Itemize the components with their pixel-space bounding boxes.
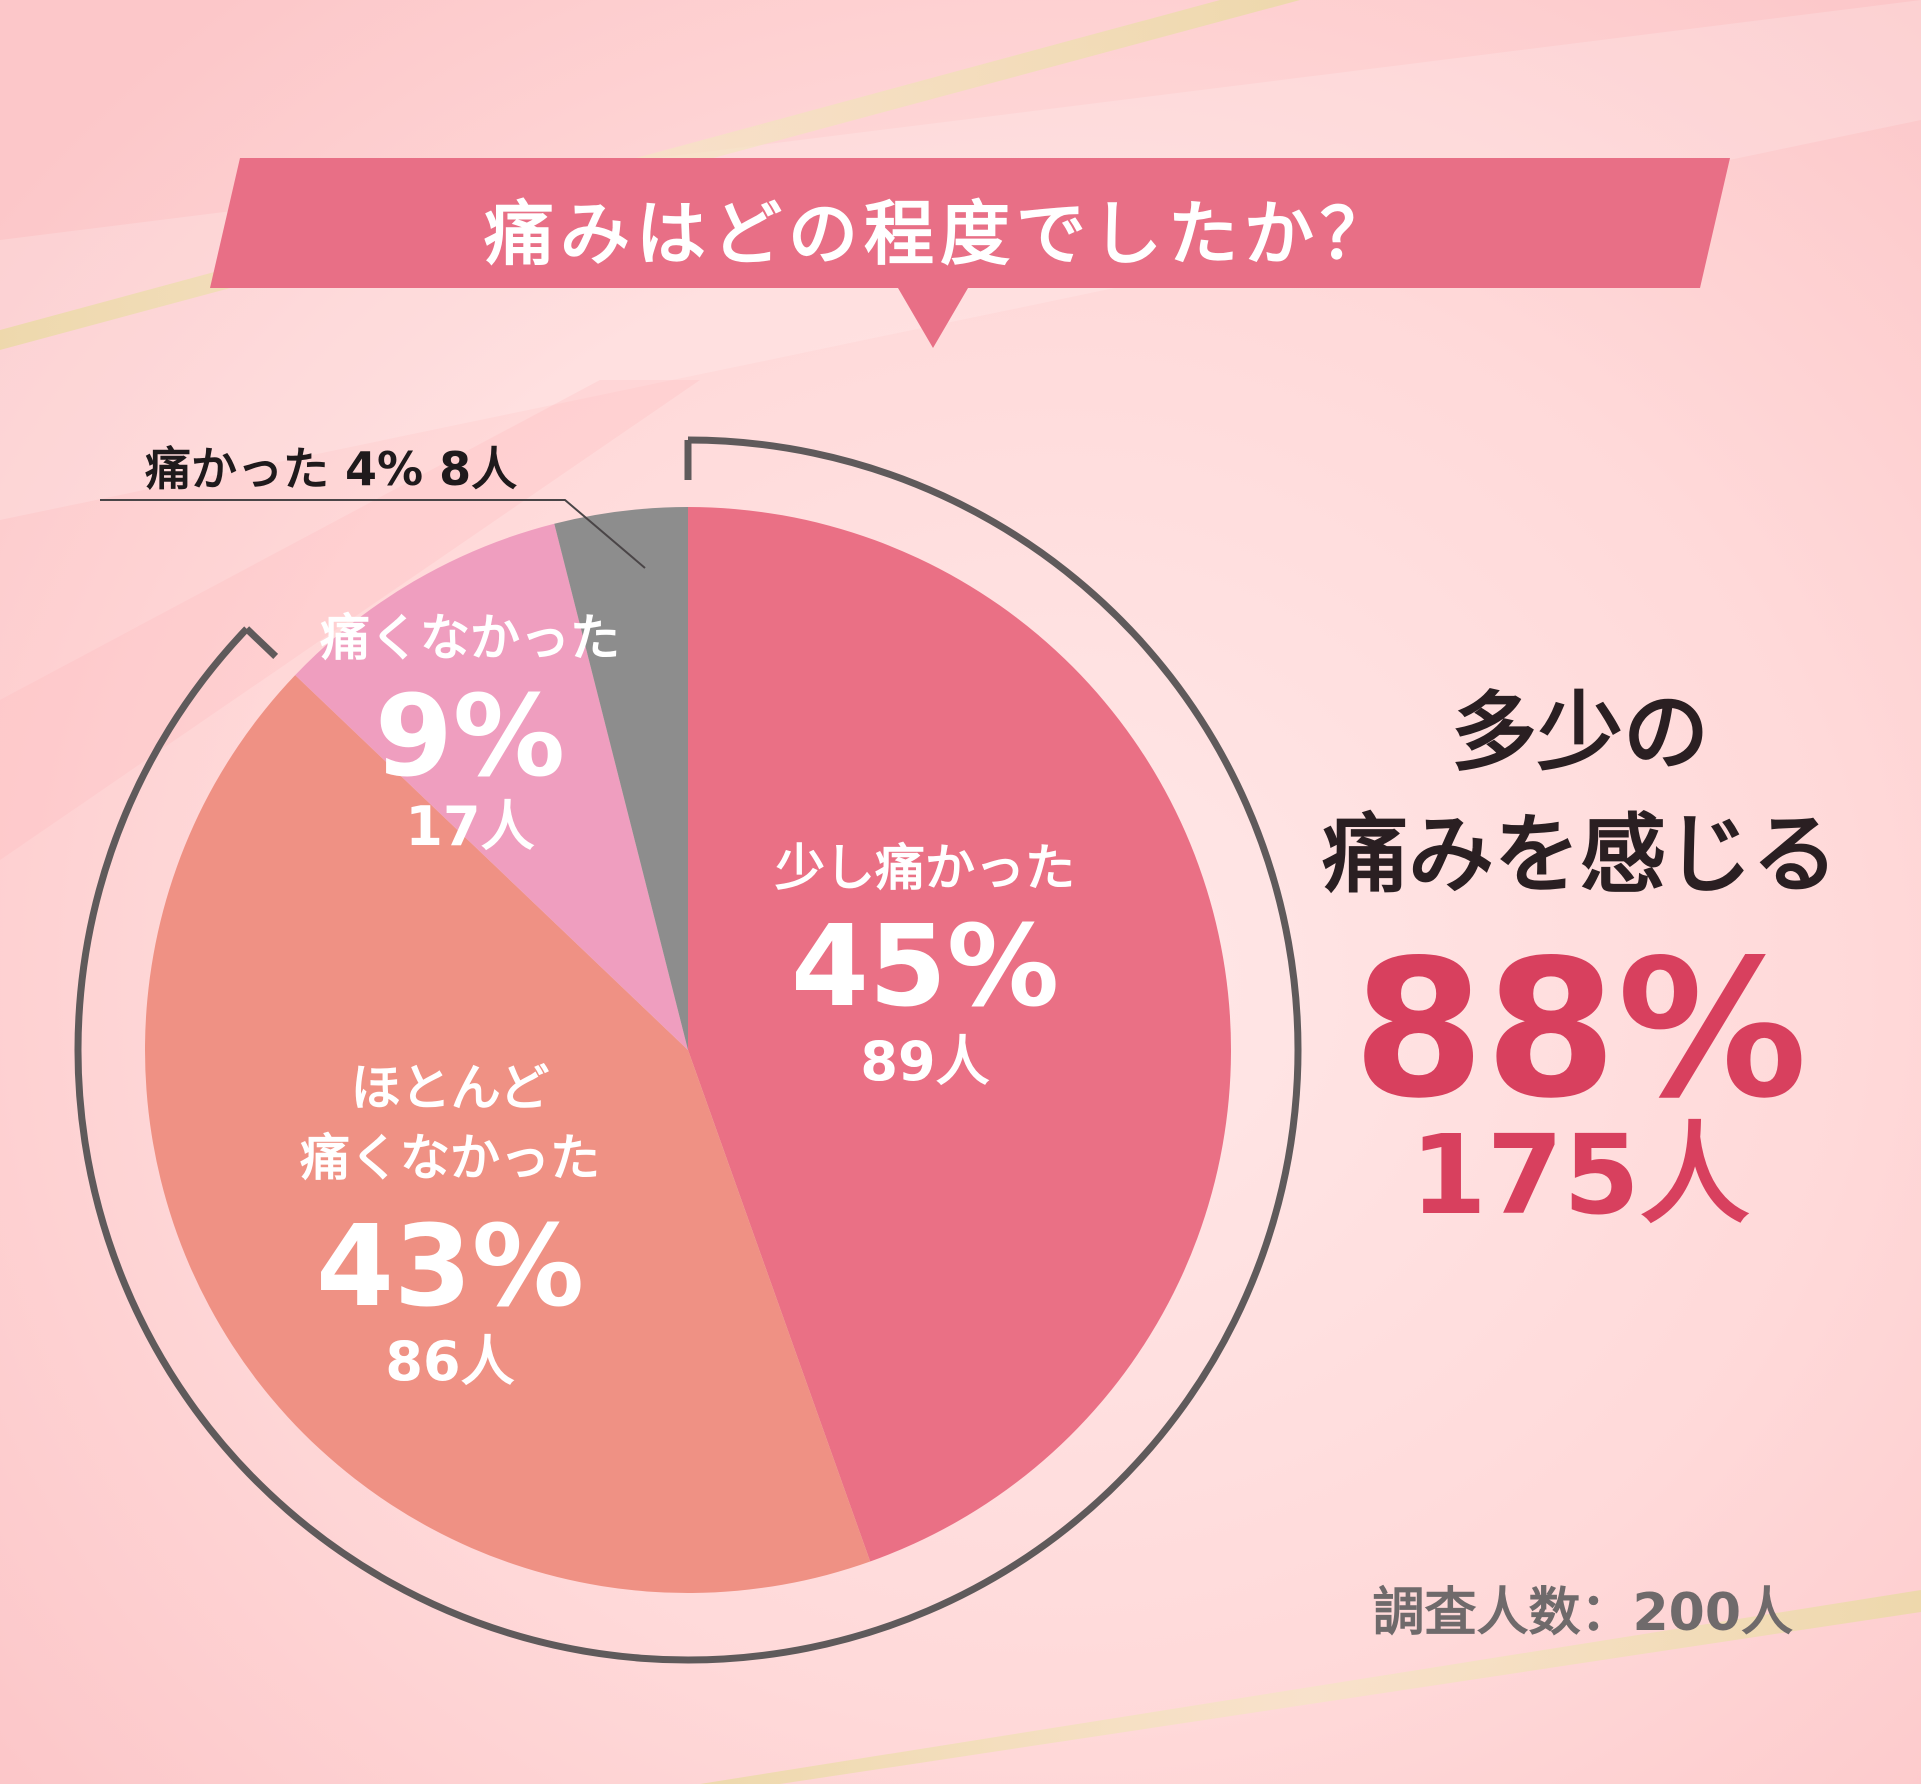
slice-percent-2: 43% — [316, 1202, 584, 1332]
highlight-percent: 88% — [1352, 919, 1808, 1140]
pie-slice-2 — [144, 675, 871, 1594]
slice-label-2-line1: ほとんど — [351, 1059, 550, 1117]
slice-label-3: 痛くなかった — [320, 609, 620, 667]
group-bracket-tick-end — [244, 626, 279, 659]
banner-pointer — [898, 288, 968, 348]
highlight-line2: 痛みを感じる — [1322, 805, 1838, 905]
highlight-line1: 多少の — [1451, 683, 1709, 783]
slice-count-1: 89人 — [860, 1030, 989, 1093]
banner-shape — [210, 158, 1730, 288]
pie-slice-3 — [295, 523, 688, 1050]
highlight-count: 175人 — [1410, 1111, 1750, 1239]
slice-label-4-outside: 痛かった 4% 8人 — [145, 442, 517, 496]
slice-count-3: 17人 — [405, 795, 534, 858]
pie-slice-1 — [688, 507, 1231, 1562]
slice-percent-3: 9% — [375, 672, 565, 802]
title-banner: 痛みはどの程度でしたか？ — [0, 0, 1921, 360]
slice-label-1: 少し痛かった — [775, 839, 1075, 897]
group-bracket-arc — [74, 436, 1302, 1664]
gold-streak-bottom — [700, 1590, 1921, 1784]
slice-percent-1: 45% — [791, 902, 1059, 1032]
page-title: 痛みはどの程度でしたか？ — [484, 192, 1396, 275]
slice-label-2-line2: 痛くなかった — [300, 1129, 600, 1187]
slice-count-2: 86人 — [385, 1330, 514, 1393]
pie-slice-4 — [554, 507, 688, 1050]
survey-footnote: 調査人数：200人 — [1372, 1583, 1793, 1643]
slice-4-leader-line — [100, 499, 646, 569]
